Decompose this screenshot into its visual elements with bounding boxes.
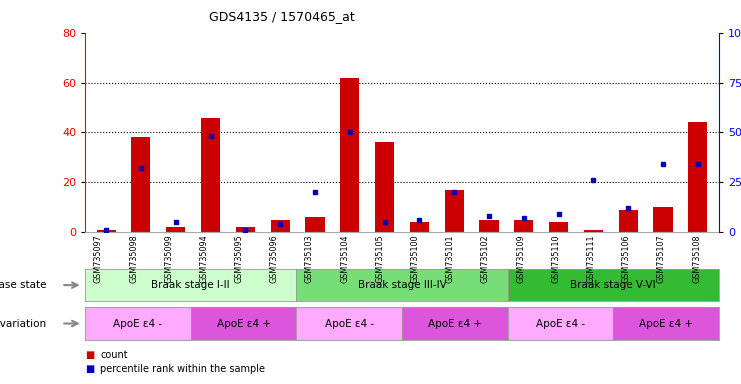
Text: ■: ■ [85, 350, 94, 360]
Text: ApoE ε4 +: ApoE ε4 + [428, 318, 482, 329]
Text: GSM735109: GSM735109 [516, 234, 525, 283]
Bar [584, 230, 603, 232]
Bar [619, 210, 638, 232]
Text: count: count [100, 350, 127, 360]
Text: disease state: disease state [0, 280, 47, 290]
Bar [688, 122, 708, 232]
Text: GSM735098: GSM735098 [129, 234, 138, 283]
Text: genotype/variation: genotype/variation [0, 318, 47, 329]
Bar [410, 222, 429, 232]
Text: ApoE ε4 +: ApoE ε4 + [639, 318, 693, 329]
Text: GSM735106: GSM735106 [622, 234, 631, 283]
Text: percentile rank within the sample: percentile rank within the sample [100, 364, 265, 374]
Text: GSM735102: GSM735102 [481, 234, 490, 283]
Text: GSM735097: GSM735097 [94, 234, 103, 283]
Text: GSM735111: GSM735111 [587, 234, 596, 283]
Bar [549, 222, 568, 232]
Text: GSM735095: GSM735095 [235, 234, 244, 283]
Bar [305, 217, 325, 232]
Text: GSM735105: GSM735105 [376, 234, 385, 283]
Bar [445, 190, 464, 232]
Bar [514, 220, 534, 232]
Text: Braak stage V-VI: Braak stage V-VI [571, 280, 656, 290]
Bar [340, 78, 359, 232]
Text: GSM735099: GSM735099 [165, 234, 173, 283]
Bar [166, 227, 185, 232]
Text: ApoE ε4 -: ApoE ε4 - [113, 318, 162, 329]
Bar [479, 220, 499, 232]
Text: Braak stage I-II: Braak stage I-II [151, 280, 230, 290]
Text: GSM735100: GSM735100 [411, 234, 419, 283]
Text: ApoE ε4 +: ApoE ε4 + [216, 318, 270, 329]
Bar [375, 142, 394, 232]
Bar [96, 230, 116, 232]
Text: GSM735094: GSM735094 [199, 234, 208, 283]
Text: GDS4135 / 1570465_at: GDS4135 / 1570465_at [209, 10, 354, 23]
Text: ApoE ε4 -: ApoE ε4 - [325, 318, 373, 329]
Text: Braak stage III-IV: Braak stage III-IV [358, 280, 446, 290]
Text: GSM735110: GSM735110 [551, 234, 560, 283]
Bar [236, 227, 255, 232]
Bar [654, 207, 673, 232]
Text: GSM735096: GSM735096 [270, 234, 279, 283]
Text: GSM735108: GSM735108 [692, 234, 701, 283]
Text: ApoE ε4 -: ApoE ε4 - [536, 318, 585, 329]
Bar [131, 137, 150, 232]
Bar [270, 220, 290, 232]
Text: GSM735104: GSM735104 [340, 234, 349, 283]
Text: GSM735103: GSM735103 [305, 234, 314, 283]
Text: GSM735107: GSM735107 [657, 234, 666, 283]
Text: ■: ■ [85, 364, 94, 374]
Bar [201, 118, 220, 232]
Text: GSM735101: GSM735101 [446, 234, 455, 283]
